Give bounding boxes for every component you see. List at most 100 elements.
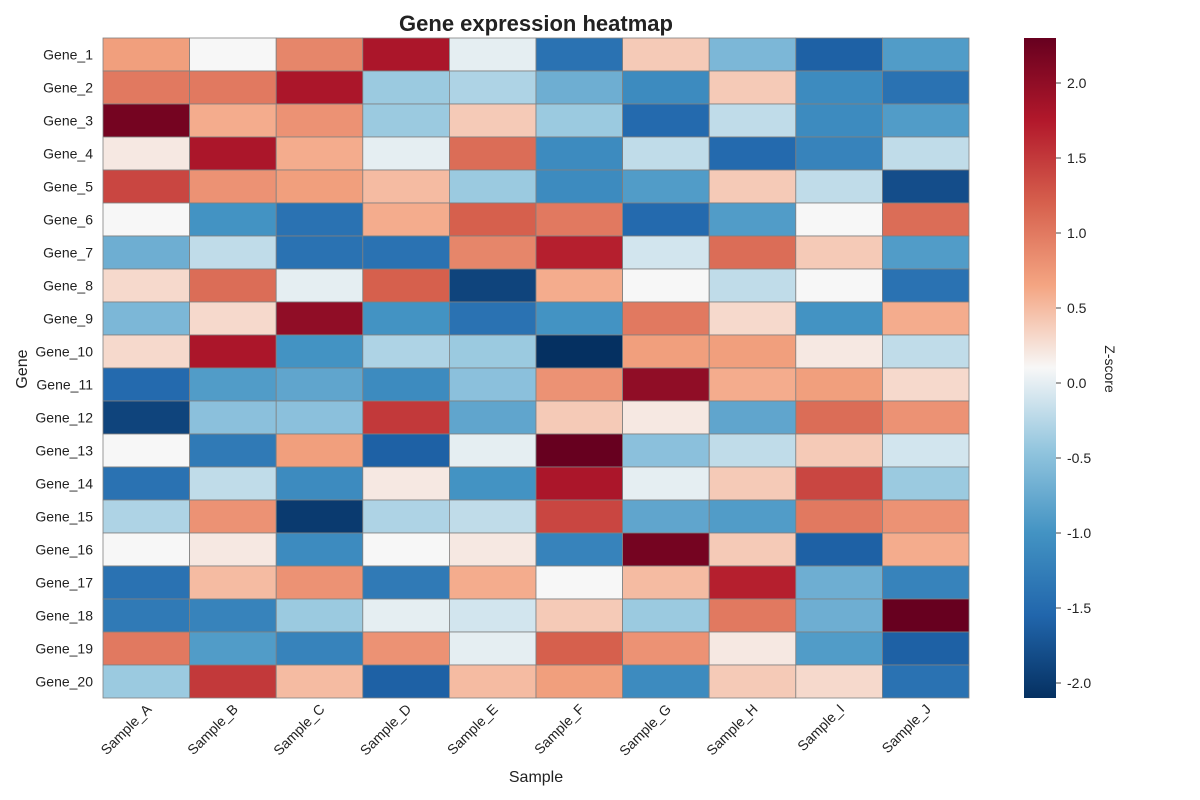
heatmap-cell xyxy=(708,598,797,633)
heatmap-cell xyxy=(189,631,277,666)
heatmap-cell xyxy=(622,169,710,204)
x-tick-label: Sample_I xyxy=(794,701,847,754)
heatmap-cell xyxy=(535,400,623,435)
heatmap-cell xyxy=(882,103,970,138)
heatmap-cell xyxy=(622,565,710,600)
heatmap-cell xyxy=(882,466,970,501)
y-tick-label: Gene_19 xyxy=(35,641,93,657)
heatmap-cell xyxy=(448,37,537,72)
heatmap-cell xyxy=(535,169,623,204)
y-axis-label: Gene xyxy=(14,349,31,388)
colorbar-tick-label: -0.5 xyxy=(1067,450,1091,466)
heatmap-cell xyxy=(275,301,364,336)
heatmap-cell xyxy=(535,103,623,138)
heatmap-cell xyxy=(795,70,883,105)
heatmap-cell xyxy=(189,37,277,72)
heatmap-cell xyxy=(795,235,883,270)
heatmap-cell xyxy=(189,70,277,105)
heatmap-cell xyxy=(189,334,277,369)
colorbar-tick-label: 0.0 xyxy=(1067,375,1087,391)
heatmap-cell xyxy=(448,268,537,303)
heatmap-cell xyxy=(189,565,277,600)
colorbar-tick-label: -2.0 xyxy=(1067,675,1091,691)
heatmap-cell xyxy=(189,532,277,567)
heatmap-cell xyxy=(882,301,970,336)
heatmap-cell xyxy=(189,499,277,534)
heatmap-cell xyxy=(189,268,277,303)
x-tick-labels: Sample_A Sample_B Sample_C Sample_D Sample_E… xyxy=(97,700,933,759)
heatmap-cell xyxy=(189,367,277,402)
heatmap-cell xyxy=(708,268,797,303)
heatmap-cell xyxy=(795,400,883,435)
heatmap-cell xyxy=(708,103,797,138)
heatmap-cell xyxy=(189,400,277,435)
heatmap-cell xyxy=(362,37,450,72)
heatmap-cell xyxy=(275,136,364,171)
heatmap-cell xyxy=(622,103,710,138)
heatmap-cell xyxy=(275,202,364,237)
heatmap-cell xyxy=(275,532,364,567)
heatmap-cell xyxy=(275,235,364,270)
heatmap-cell xyxy=(275,400,364,435)
x-tick-label: Sample_F xyxy=(531,701,587,757)
heatmap-cell xyxy=(708,235,797,270)
heatmap-cell xyxy=(708,664,797,699)
heatmap-cell xyxy=(535,301,623,336)
heatmap-cell xyxy=(102,532,190,567)
heatmap-cell xyxy=(448,400,537,435)
heatmap-cell xyxy=(102,565,190,600)
heatmap-cell xyxy=(795,499,883,534)
heatmap-cell xyxy=(535,565,623,600)
heatmap-cell xyxy=(622,37,710,72)
heatmap-cell xyxy=(622,202,710,237)
y-tick-label: Gene_15 xyxy=(35,509,93,525)
heatmap-cell xyxy=(448,664,537,699)
heatmap-cell xyxy=(535,136,623,171)
heatmap-cell xyxy=(708,301,797,336)
heatmap-cell xyxy=(622,301,710,336)
heatmap-cell xyxy=(882,400,970,435)
heatmap-cell xyxy=(362,235,450,270)
heatmap-cell xyxy=(275,37,364,72)
heatmap-cell xyxy=(362,169,450,204)
heatmap-cell xyxy=(102,235,190,270)
x-tick-label: Sample_D xyxy=(357,701,415,759)
heatmap-cell xyxy=(708,499,797,534)
heatmap-cell xyxy=(275,268,364,303)
heatmap-cell xyxy=(535,70,623,105)
heatmap-cell xyxy=(882,268,970,303)
heatmap-cell xyxy=(448,532,537,567)
heatmap-cell xyxy=(882,136,970,171)
heatmap-cell xyxy=(275,598,364,633)
heatmap-cell xyxy=(448,367,537,402)
heatmap-cell xyxy=(622,70,710,105)
colorbar-label: Z-score xyxy=(1102,345,1118,393)
heatmap-cell xyxy=(882,532,970,567)
heatmap-cell xyxy=(882,664,970,699)
heatmap-cell xyxy=(882,37,970,72)
heatmap-cell xyxy=(795,367,883,402)
heatmap-cell xyxy=(189,301,277,336)
heatmap-cell xyxy=(882,169,970,204)
heatmap-cell xyxy=(189,202,277,237)
heatmap-cell xyxy=(102,400,190,435)
y-tick-labels: Gene_1 Gene_2 Gene_3 Gene_4 Gene_5 Gene_6 Gene… xyxy=(35,47,93,690)
heatmap-cell xyxy=(622,400,710,435)
heatmap-cell xyxy=(535,664,623,699)
heatmap-cell xyxy=(708,202,797,237)
heatmap-cell xyxy=(795,169,883,204)
x-tick-label: Sample_H xyxy=(703,701,761,759)
x-tick-label: Sample_C xyxy=(270,701,328,759)
x-tick-label: Sample_G xyxy=(616,701,674,759)
y-tick-label: Gene_20 xyxy=(35,674,93,690)
heatmap-cell xyxy=(448,202,537,237)
heatmap-cell xyxy=(708,367,797,402)
heatmap-cell xyxy=(448,70,537,105)
heatmap-cell xyxy=(708,169,797,204)
heatmap-cell xyxy=(102,433,190,468)
heatmap-cell xyxy=(535,433,623,468)
heatmap-cell xyxy=(708,136,797,171)
heatmap-cell xyxy=(622,664,710,699)
colorbar-tick-label: 0.5 xyxy=(1067,300,1087,316)
